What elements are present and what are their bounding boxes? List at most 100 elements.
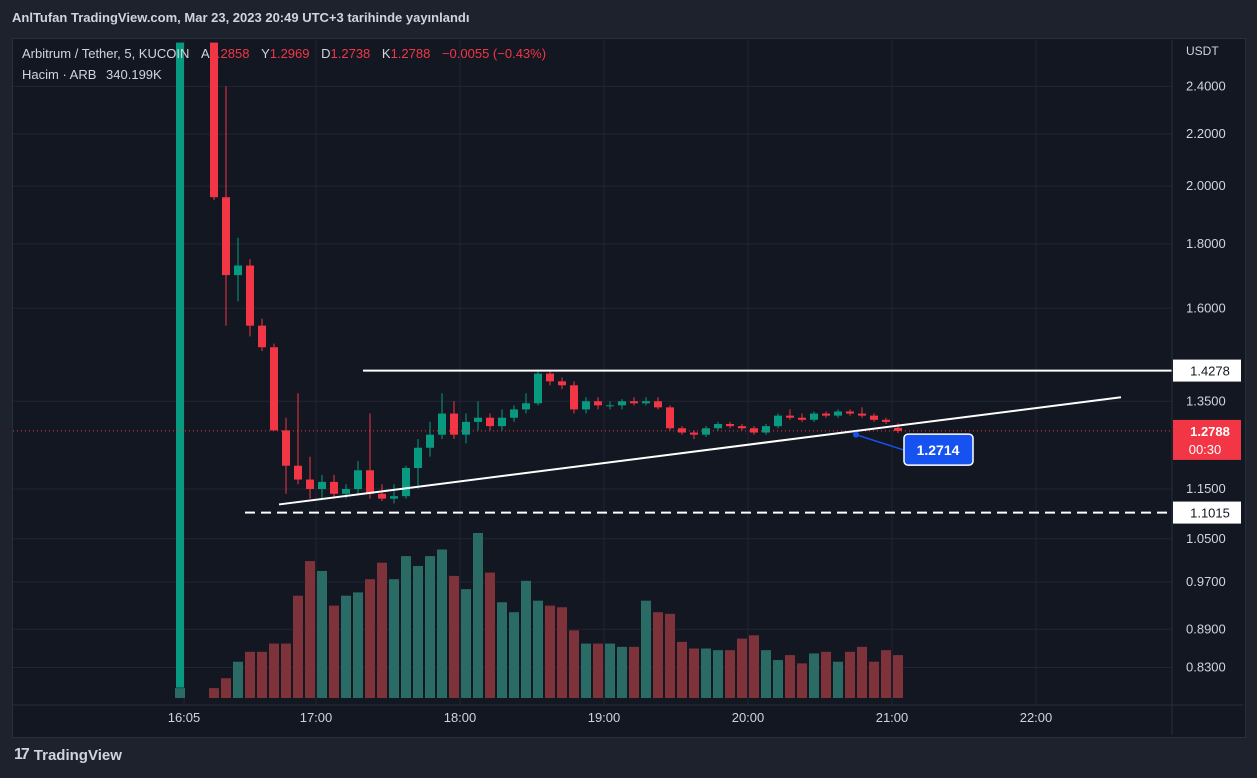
volume-bar — [605, 643, 615, 698]
candle-body — [666, 407, 674, 429]
candle-body — [282, 430, 290, 466]
candle-body — [330, 481, 338, 494]
candle-body — [858, 413, 866, 416]
time-tick-label: 18:00 — [444, 710, 477, 725]
volume-bar — [257, 651, 267, 698]
volume-bar — [665, 613, 675, 698]
candle-body — [402, 467, 410, 497]
close-label: K — [381, 46, 391, 61]
candle-body — [738, 426, 746, 429]
candlestick-series — [176, 42, 902, 688]
callout-connector — [855, 433, 905, 451]
volume-bar — [245, 651, 255, 698]
volume-bar — [389, 579, 399, 698]
time-tick-label: 21:00 — [876, 710, 909, 725]
candle-body — [210, 42, 218, 198]
candle-body — [318, 481, 326, 489]
volume-bar — [749, 635, 759, 698]
candle-body — [582, 401, 590, 410]
publish-header: AnlTufan TradingView.com, Mar 23, 2023 2… — [12, 10, 470, 25]
volume-bar — [773, 660, 783, 698]
volume-bar — [425, 556, 435, 698]
symbol-name: Arbitrum / Tether, 5, KUCOIN — [22, 46, 190, 61]
candle-body — [306, 479, 314, 489]
price-tick-label: 2.4000 — [1186, 78, 1226, 93]
candle-body — [774, 415, 782, 427]
candle-body — [870, 415, 878, 420]
volume-bar — [581, 643, 591, 698]
price-tick-label: 2.2000 — [1186, 126, 1226, 141]
candle-body — [474, 417, 482, 422]
candle-body — [882, 419, 890, 422]
volume-bar — [533, 600, 543, 698]
low-value: 1.2738 — [330, 46, 371, 61]
volume-bar — [341, 595, 351, 698]
trendline-price-badge — [903, 433, 974, 466]
volume-bar — [821, 651, 831, 698]
time-tick-label: 19:00 — [588, 710, 621, 725]
candle-body — [762, 426, 770, 433]
candle-body — [810, 413, 818, 420]
volume-bar — [593, 643, 603, 698]
candle-body — [570, 385, 578, 410]
volume-bar — [175, 688, 185, 698]
support-axis-label: 1.1015 — [1190, 506, 1230, 521]
volume-bar — [233, 661, 243, 698]
volume-bar — [281, 643, 291, 698]
volume-bar — [689, 648, 699, 698]
volume-bar — [353, 592, 363, 698]
volume-bar — [881, 650, 891, 698]
candle-body — [630, 401, 638, 404]
volume-value: 340.199K — [106, 67, 162, 82]
volume-bar — [617, 646, 627, 698]
candle-body — [642, 401, 650, 404]
volume-bar — [809, 653, 819, 698]
volume-bar — [269, 643, 279, 698]
tradingview-logo[interactable]: 17 TradingView — [14, 746, 122, 764]
volume-bar — [785, 655, 795, 698]
candle-body — [354, 470, 362, 489]
candle-body — [270, 347, 278, 431]
last-price-axis-badge — [1173, 419, 1241, 460]
candle-body — [714, 424, 722, 429]
candle-body — [726, 424, 734, 427]
volume-bar — [893, 655, 903, 698]
candle-body — [222, 197, 230, 276]
price-axis: USDT 2.4000 2.2000 2.0000 1.8000 1.6000 1.3500… — [1171, 40, 1241, 735]
volume-label: Hacim · ARB — [22, 67, 97, 82]
candle-body — [510, 409, 518, 418]
candle-body — [654, 401, 662, 408]
candle-body — [486, 417, 494, 427]
volume-bar — [329, 605, 339, 698]
volume-bar — [569, 630, 579, 698]
symbol-legend: Arbitrum / Tether, 5, KUCOIN A1.2858 Y1.… — [22, 46, 546, 61]
price-tick-label: 1.1500 — [1186, 481, 1226, 496]
volume-bar — [833, 661, 843, 698]
brand-name: TradingView — [33, 746, 122, 764]
volume-bar — [293, 595, 303, 698]
time-tick-label: 20:00 — [732, 710, 765, 725]
volume-bar — [557, 607, 567, 698]
candle-body — [786, 415, 794, 418]
price-tick-label: 1.8000 — [1186, 236, 1226, 251]
low-label: D — [321, 46, 331, 61]
close-value: 1.2788 — [390, 46, 431, 61]
volume-bar — [713, 650, 723, 698]
candle-body — [702, 428, 710, 435]
volume-bar — [221, 678, 231, 698]
candle-body — [450, 413, 458, 435]
candle-body — [606, 405, 614, 407]
volume-bars — [175, 533, 903, 698]
time-tick-label: 16:05 — [168, 710, 201, 725]
volume-bar — [653, 612, 663, 698]
volume-bar — [365, 579, 375, 698]
candle-body — [750, 428, 758, 433]
volume-bar — [545, 605, 555, 698]
high-label: Y — [261, 46, 270, 61]
volume-bar — [761, 650, 771, 698]
drawing-overlay: 1.2714 — [13, 369, 1172, 514]
candle-body — [426, 434, 434, 448]
candle-body — [498, 417, 506, 427]
trendline-price-label: 1.2714 — [917, 442, 960, 458]
